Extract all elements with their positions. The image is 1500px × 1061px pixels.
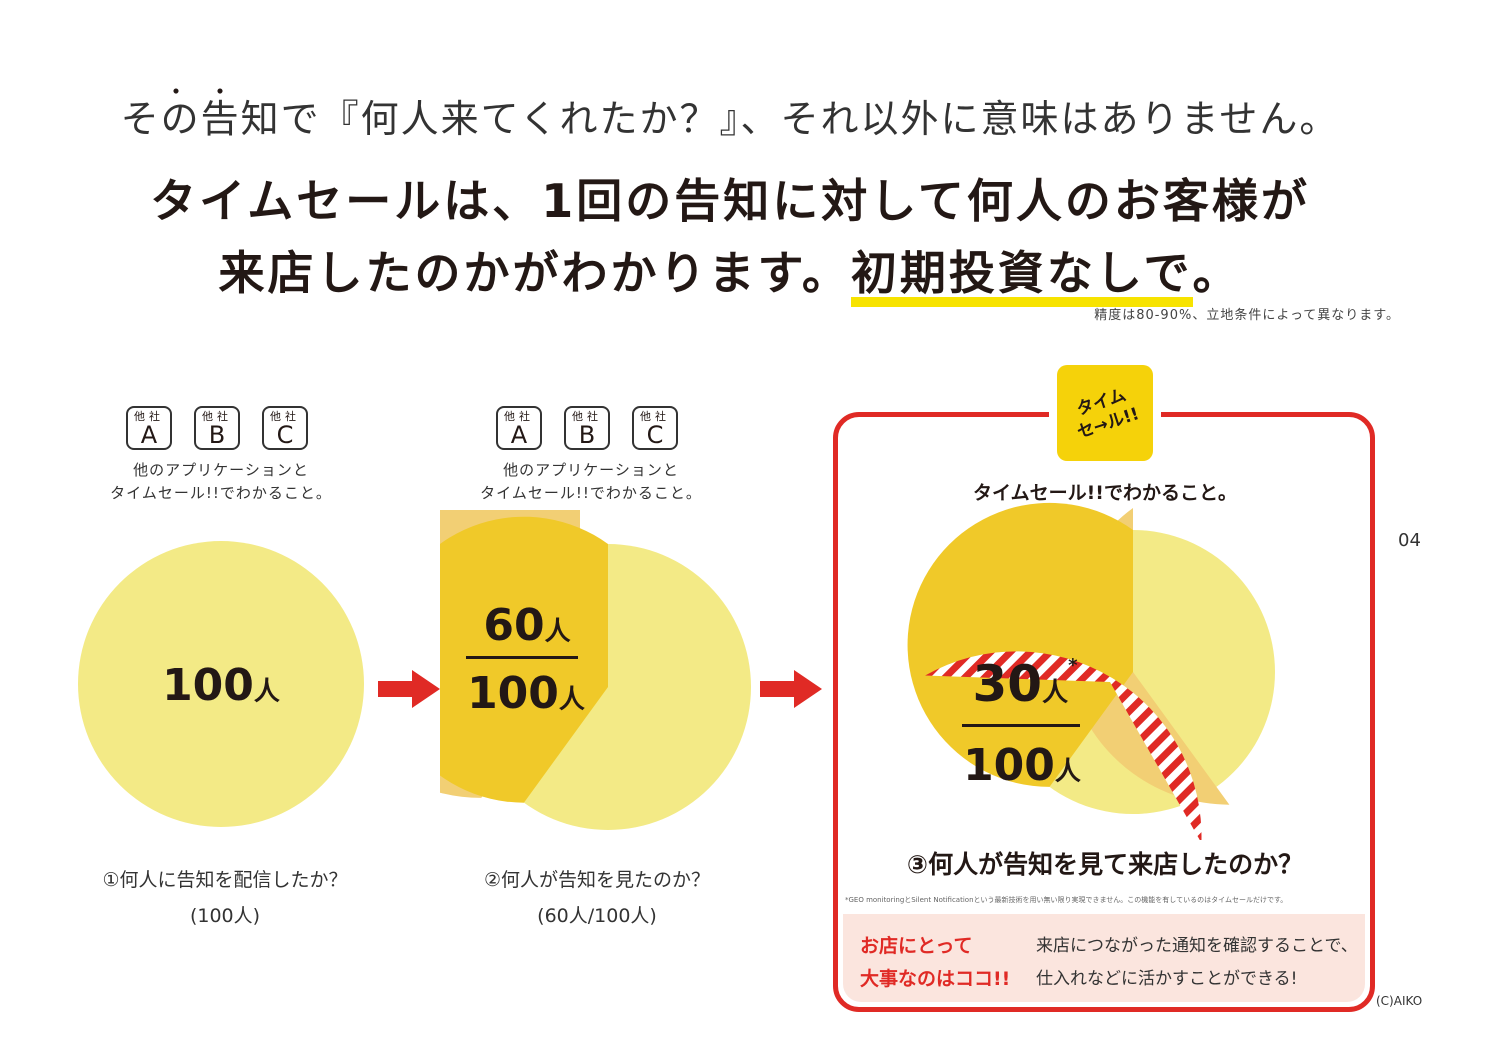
headline-main-1: タイムセールは、1回の告知に対して何人のお客様が [150, 174, 1310, 228]
timesale-logo: タイム セ→ル!! [1057, 365, 1153, 461]
headline-highlight: 初期投資なしで [850, 249, 1193, 308]
important-label: お店にとって 大事なのはココ!! [860, 935, 1011, 990]
competitor-badge-c: 他社 C [632, 406, 678, 450]
step3-caption: ③何人が告知を見て来店したのか？ [906, 850, 1304, 879]
arrow-right-icon [760, 670, 822, 708]
competitor-caption-2: 他のアプリケーションと タイムセール!!でわかること。 [480, 461, 702, 502]
competitor-badge-c: 他社 C [262, 406, 308, 450]
important-description: 来店につながった通知を確認することで、 仕入れなどに活かすことができる! [1036, 936, 1358, 989]
step3-title: タイムセール!!でわかること。 [973, 482, 1237, 504]
headline-sub: その告知で『何人来てくれたか？』、それ以外に意味はありません。 [120, 97, 1340, 141]
step1-caption: ①何人に告知を配信したか？ (100人) [102, 869, 348, 927]
competitor-caption-1: 他のアプリケーションと タイムセール!!でわかること。 [110, 461, 332, 502]
emphasis-dots: ・・ [164, 78, 252, 106]
copyright: (C)AIKO [1376, 994, 1423, 1008]
competitor-group-1: 他社 A 他社 B 他社 C [126, 406, 308, 450]
page-number: 04 [1398, 530, 1421, 551]
step2-numerator: 60人 [483, 600, 571, 651]
competitor-badge-a: 他社 A [496, 406, 542, 450]
pie-viewed [440, 510, 751, 830]
pie-visited-slice [925, 651, 1202, 840]
competitor-badge-b: 他社 B [564, 406, 610, 450]
step1-value: 100人 [162, 660, 280, 711]
step2-denominator: 100人 [467, 668, 585, 719]
accuracy-note: 精度は80-90%、立地条件によって異なります。 [1094, 308, 1400, 323]
headline-main-2: 来店したのかがわかります。初期投資なしで。 [0, 237, 1460, 308]
pie-visited [907, 502, 1275, 840]
pie-total-circle [78, 541, 364, 827]
competitor-group-2: 他社 A 他社 B 他社 C [496, 406, 678, 450]
competitor-badge-b: 他社 B [194, 406, 240, 450]
competitor-badge-a: 他社 A [126, 406, 172, 450]
fraction-line [962, 724, 1080, 727]
step2-caption: ②何人が告知を見たのか？ (60人/100人) [483, 869, 711, 927]
step3-footnote: *GEO monitoringとSilent Notificationという最新… [845, 896, 1288, 904]
pie-visited-viewed-slice [907, 502, 1133, 787]
step3-denominator: 100人 [963, 740, 1081, 791]
important-panel [843, 914, 1365, 1002]
headline-end: 。 [1192, 246, 1242, 300]
headline-main-2-text: 来店したのかがわかります。 [218, 246, 851, 300]
fraction-line [466, 656, 578, 659]
pie-viewed-slice [440, 516, 608, 803]
step3-numerator: 30人* [972, 655, 1078, 713]
arrow-right-icon [378, 670, 440, 708]
